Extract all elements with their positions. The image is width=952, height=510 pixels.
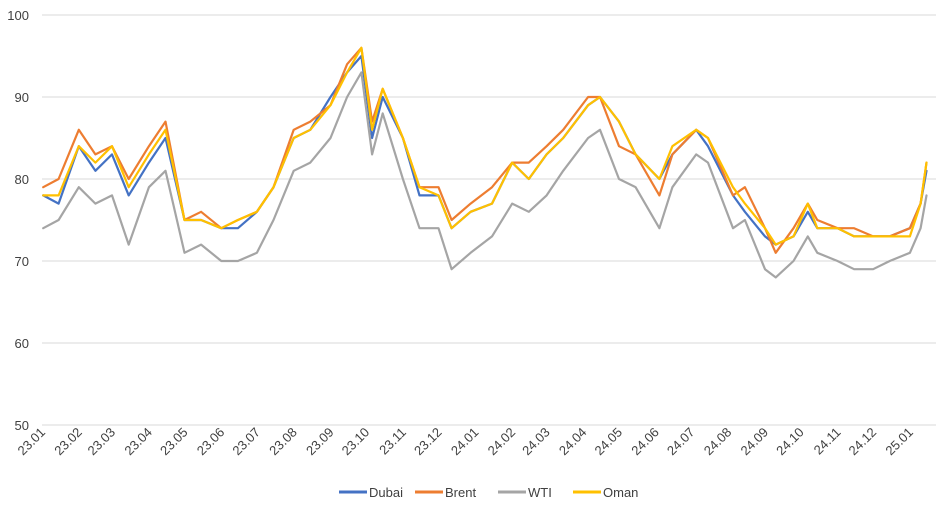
series-line-oman <box>42 46 928 246</box>
legend-label-dubai: Dubai <box>369 485 403 500</box>
legend-label-wti: WTI <box>528 485 552 500</box>
x-tick-label: 24.11 <box>811 425 844 458</box>
x-tick-label: 24.07 <box>664 425 698 459</box>
y-tick-label: 50 <box>15 418 29 433</box>
x-tick-label: 23.03 <box>85 425 119 459</box>
series-line-brent <box>42 46 928 254</box>
x-tick-label: 24.06 <box>628 425 662 459</box>
y-axis-tick-labels: 50 60 70 80 90 100 <box>7 8 29 433</box>
y-tick-label: 60 <box>15 336 29 351</box>
x-tick-label: 23.05 <box>157 425 191 459</box>
x-tick-label: 23.10 <box>339 425 373 459</box>
grid-lines <box>42 14 936 426</box>
legend-label-oman: Oman <box>603 485 638 500</box>
series-lines <box>42 46 928 279</box>
x-tick-label: 23.11 <box>376 425 409 458</box>
x-tick-label: 23.12 <box>411 425 445 459</box>
x-tick-label: 24.04 <box>556 425 590 459</box>
x-tick-label: 23.09 <box>303 425 337 459</box>
x-tick-label: 24.09 <box>738 425 772 459</box>
x-tick-label: 24.08 <box>701 425 735 459</box>
x-tick-label: 24.05 <box>592 425 626 459</box>
y-tick-label: 90 <box>15 90 29 105</box>
x-tick-label: 23.08 <box>266 425 300 459</box>
y-tick-label: 100 <box>7 8 29 23</box>
y-tick-label: 70 <box>15 254 29 269</box>
x-tick-label: 23.04 <box>121 425 155 459</box>
x-axis-tick-labels: 23.01 23.02 23.03 23.04 23.05 23.06 23.07 23.08… <box>15 425 917 459</box>
y-tick-label: 80 <box>15 172 29 187</box>
x-tick-label: 24.12 <box>846 425 880 459</box>
x-tick-label: 24.10 <box>773 425 807 459</box>
legend: Dubai Brent WTI Oman <box>339 485 638 500</box>
x-tick-label: 24.01 <box>448 425 482 459</box>
x-tick-label: 23.07 <box>229 425 263 459</box>
x-tick-label: 23.02 <box>51 425 85 459</box>
series-line-wti <box>42 71 928 279</box>
x-tick-label: 24.02 <box>485 425 519 459</box>
x-tick-label: 23.06 <box>194 425 228 459</box>
x-tick-label: 24.03 <box>519 425 553 459</box>
x-tick-label: 25.01 <box>882 425 916 459</box>
legend-label-brent: Brent <box>445 485 476 500</box>
